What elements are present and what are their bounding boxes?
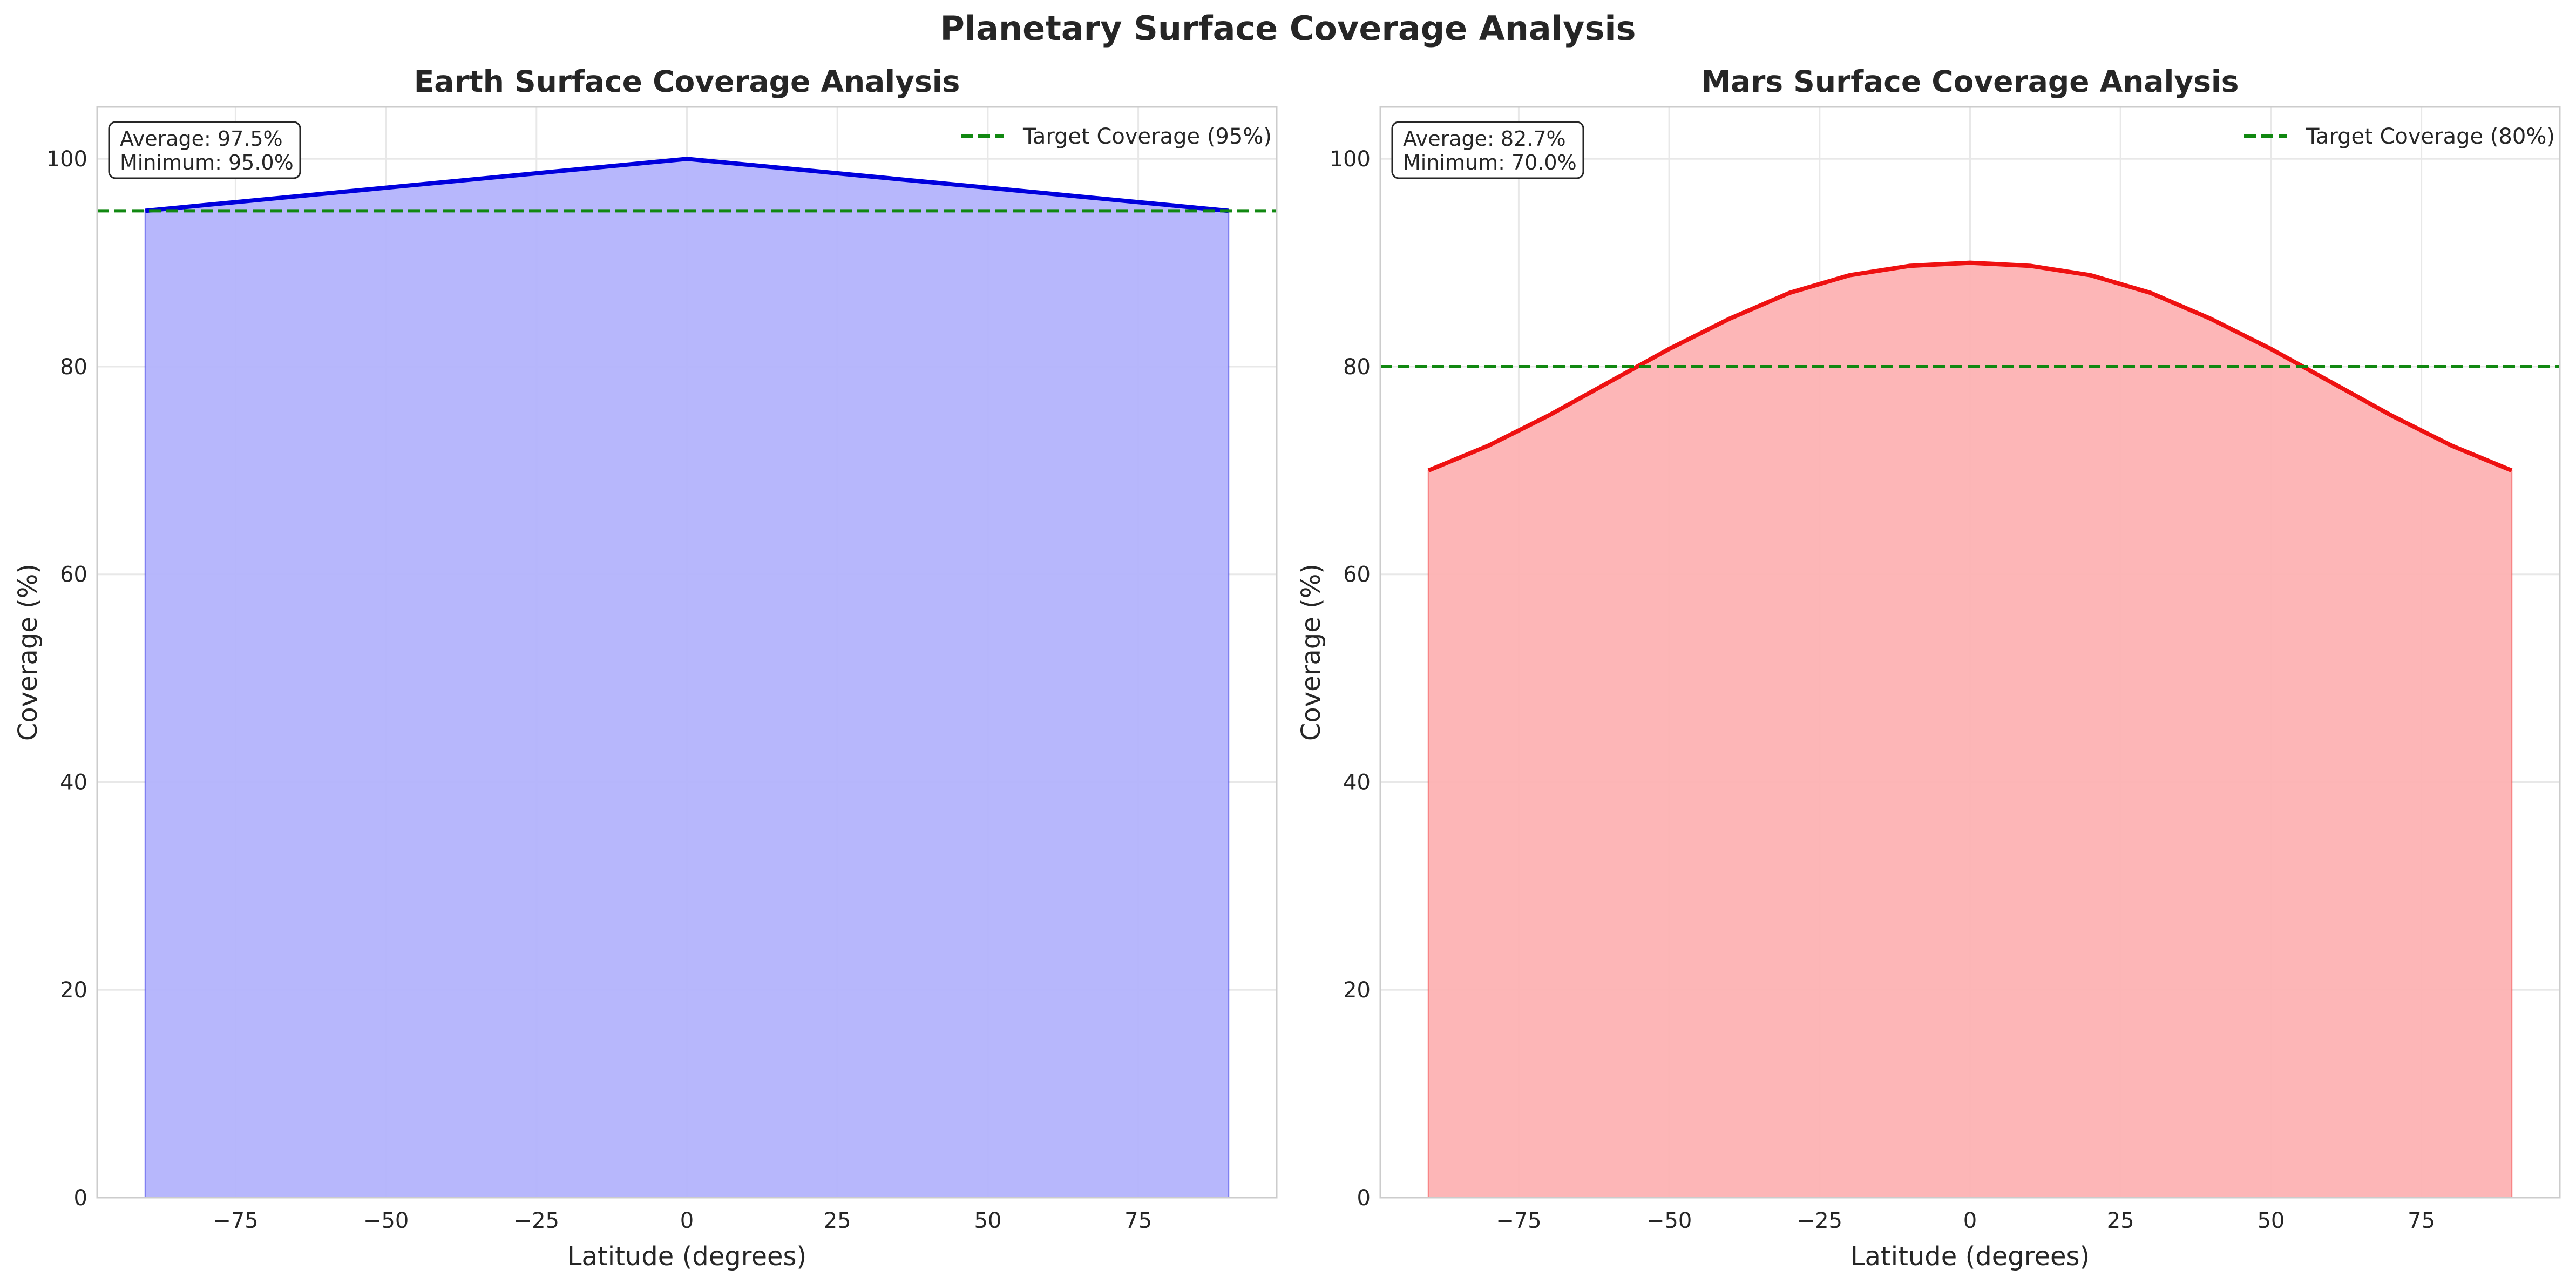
y-tick-label: 80: [60, 355, 87, 380]
x-tick-label: −50: [363, 1208, 409, 1233]
legend-label: Target Coverage (95%): [1022, 124, 1272, 149]
mars-panel-title: Mars Surface Coverage Analysis: [1701, 64, 2239, 99]
legend-label: Target Coverage (80%): [2306, 124, 2555, 149]
x-tick-label: 0: [1963, 1208, 1977, 1233]
x-axis-label: Latitude (degrees): [567, 1241, 806, 1272]
x-tick-label: 0: [680, 1208, 694, 1233]
stats-box: [108, 121, 301, 179]
earth-coverage-panel: −75 −50 −25 0 25 50 75 0 20 40 60 80 100 Earth Surfac…: [13, 64, 1278, 1272]
y-tick-label: 60: [1343, 563, 1371, 587]
y-tick-label: 60: [60, 563, 87, 587]
stats-box: [1391, 121, 1584, 179]
x-tick-label: −25: [1797, 1208, 1842, 1233]
y-tick-label: 100: [1330, 147, 1371, 172]
y-tick-label: 0: [1357, 1186, 1371, 1211]
y-tick-label: 20: [60, 978, 87, 1003]
x-tick-label: 25: [2107, 1208, 2134, 1233]
stats-average: Average: 82.7%: [1403, 127, 1566, 151]
y-tick-label: 40: [60, 770, 87, 795]
y-tick-label: 80: [1343, 355, 1371, 380]
coverage-area: [144, 158, 1230, 1199]
x-axis-label: Latitude (degrees): [1850, 1241, 2090, 1272]
x-tick-label: −75: [1496, 1208, 1541, 1233]
x-tick-label: 50: [2257, 1208, 2284, 1233]
x-tick-label: −25: [514, 1208, 559, 1233]
earth-panel-title: Earth Surface Coverage Analysis: [414, 64, 960, 99]
x-tick-label: 75: [1124, 1208, 1152, 1233]
x-tick-label: 50: [974, 1208, 1001, 1233]
y-axis-label: Coverage (%): [1296, 564, 1326, 741]
plot-frame: [1379, 106, 2561, 1199]
figure-title: Planetary Surface Coverage Analysis: [940, 9, 1636, 48]
coverage-area: [1427, 262, 2513, 1199]
x-tick-label: −50: [1646, 1208, 1692, 1233]
x-tick-label: −75: [213, 1208, 258, 1233]
y-tick-label: 100: [46, 147, 87, 172]
stats-minimum: Minimum: 70.0%: [1403, 151, 1577, 174]
coverage-line: [145, 157, 1229, 213]
y-tick-label: 20: [1343, 978, 1371, 1003]
x-tick-label: 25: [824, 1208, 851, 1233]
y-tick-label: 40: [1343, 770, 1371, 795]
stats-average: Average: 97.5%: [120, 127, 283, 151]
plot-frame: [96, 106, 1278, 1199]
coverage-line: [1427, 260, 2513, 473]
x-tick-label: 75: [2408, 1208, 2435, 1233]
mars-coverage-panel: −75 −50 −25 0 25 50 75 0 20 40 60 80 100 Mars Surface…: [1296, 64, 2561, 1272]
y-tick-label: 0: [74, 1186, 87, 1211]
y-axis-label: Coverage (%): [13, 564, 43, 741]
stats-minimum: Minimum: 95.0%: [120, 151, 294, 174]
